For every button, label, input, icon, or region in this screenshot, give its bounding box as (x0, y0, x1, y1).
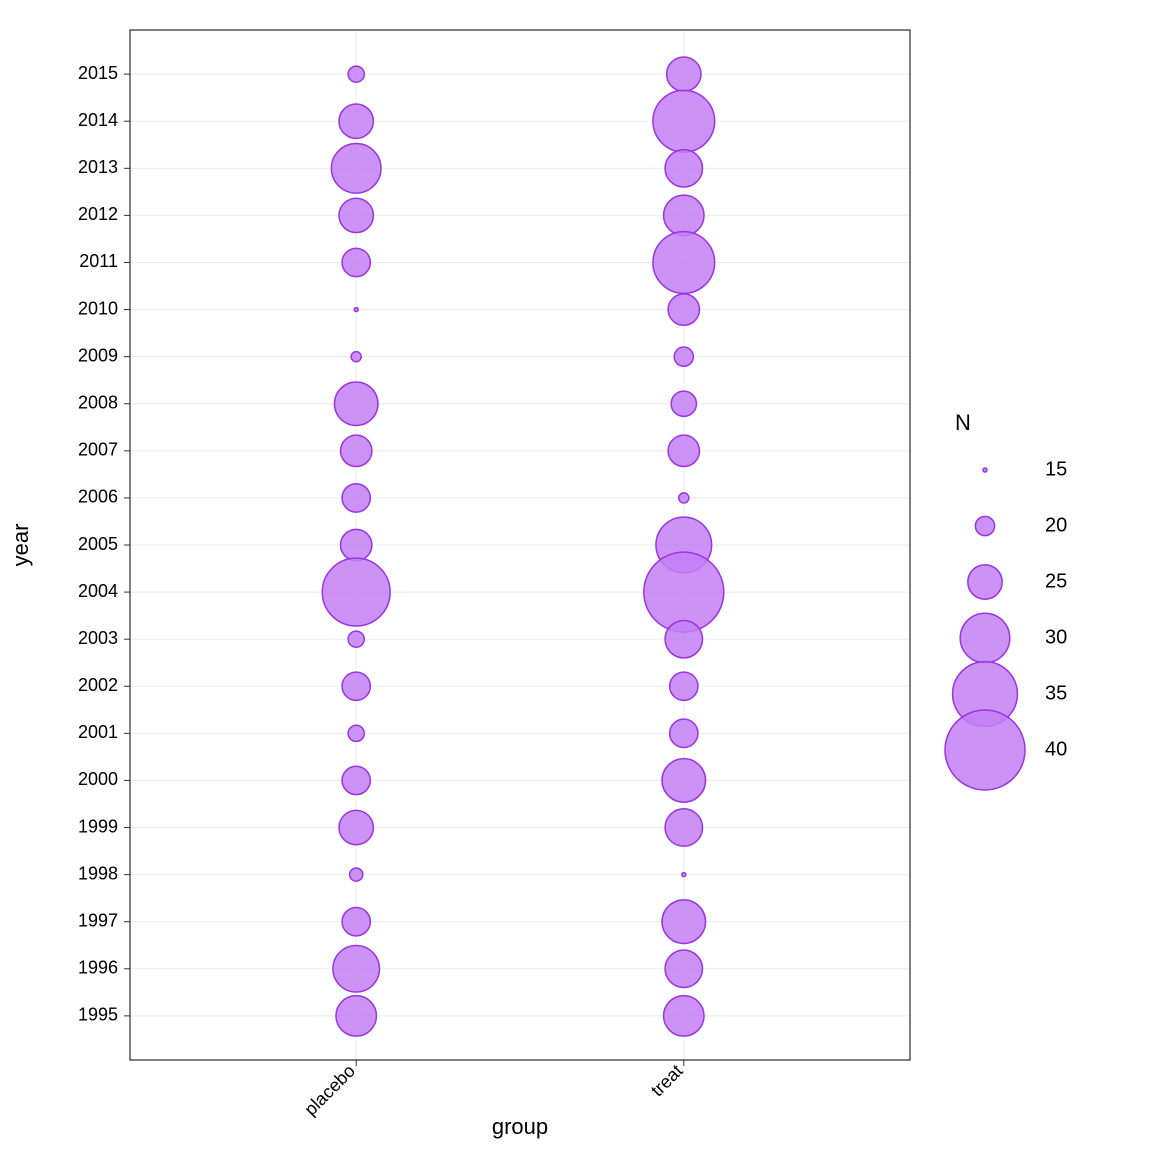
bubble (342, 484, 370, 512)
bubble (342, 248, 370, 276)
bubble (322, 558, 390, 626)
bubble (664, 195, 704, 235)
y-tick-label: 2005 (78, 534, 118, 554)
bubbles (322, 57, 724, 1036)
y-tick-label: 1995 (78, 1005, 118, 1025)
bubble (334, 382, 378, 426)
legend-symbol (975, 516, 994, 535)
legend-label: 40 (1045, 738, 1067, 760)
legend-label: 25 (1045, 570, 1067, 592)
legend-title: N (955, 410, 971, 435)
y-tick-label: 2012 (78, 204, 118, 224)
bubble (670, 719, 698, 747)
bubble (339, 810, 373, 844)
legend-symbol (960, 613, 1010, 663)
bubble (339, 198, 373, 232)
x-tick-label: placebo (300, 1061, 359, 1120)
bubble (665, 950, 702, 987)
bubble (348, 725, 364, 741)
legend-label: 20 (1045, 514, 1067, 536)
bubble (339, 104, 373, 138)
bubble (342, 766, 370, 794)
y-tick-label: 2002 (78, 675, 118, 695)
y-axis-title: year (8, 524, 33, 567)
legend-symbol (945, 710, 1025, 790)
x-ticks: placebo treat (300, 1060, 686, 1119)
bubble (354, 308, 358, 312)
bubble (679, 493, 689, 503)
legend-symbol (983, 468, 987, 472)
y-tick-label: 1997 (78, 910, 118, 930)
bubble (348, 631, 364, 647)
bubble (665, 620, 702, 657)
bubble (662, 759, 706, 803)
bubble-chart: 2015201420132012201120102009200820072006… (0, 0, 1152, 1152)
bubble (665, 809, 702, 846)
y-tick-label: 2006 (78, 487, 118, 507)
y-tick-label: 2003 (78, 628, 118, 648)
y-tick-label: 2009 (78, 345, 118, 365)
x-axis-title: group (492, 1114, 548, 1139)
bubble (348, 66, 364, 82)
bubble (341, 435, 372, 466)
bubble (342, 908, 370, 936)
bubble (331, 144, 381, 194)
legend-label: 30 (1045, 626, 1067, 648)
bubble (668, 294, 699, 325)
bubble (682, 873, 686, 877)
bubble (341, 529, 372, 560)
y-tick-label: 1998 (78, 863, 118, 883)
bubble (653, 90, 715, 152)
legend-symbol (968, 565, 1002, 599)
bubble (667, 57, 701, 91)
y-tick-label: 2010 (78, 298, 118, 318)
bubble (333, 945, 380, 992)
bubble (336, 996, 376, 1036)
bubble (662, 900, 706, 944)
bubble (665, 150, 702, 187)
legend-label: 35 (1045, 682, 1067, 704)
bubble (342, 672, 370, 700)
y-tick-label: 2011 (79, 251, 118, 271)
y-tick-label: 1999 (78, 816, 118, 836)
y-tick-label: 1996 (78, 958, 118, 978)
bubble (350, 868, 363, 881)
y-tick-label: 2008 (78, 392, 118, 412)
grid (130, 30, 910, 1060)
size-legend: N 15 20 25 30 35 40 (945, 410, 1067, 790)
y-tick-label: 2014 (78, 110, 118, 130)
bubble (351, 352, 361, 362)
bubble (670, 672, 698, 700)
bubble (668, 435, 699, 466)
bubble (664, 996, 704, 1036)
bubble (671, 391, 696, 416)
bubble (674, 347, 693, 366)
y-tick-label: 2007 (78, 440, 118, 460)
y-ticks: 2015 2014 2013 2012 2011 2010 2009 2008 2007 2006… (78, 63, 130, 1025)
bubble (653, 232, 715, 294)
y-tick-label: 2000 (78, 769, 118, 789)
x-tick-label: treat (647, 1061, 687, 1101)
y-tick-label: 2015 (78, 63, 118, 83)
y-tick-label: 2013 (78, 157, 118, 177)
y-tick-label: 2004 (78, 581, 118, 601)
y-tick-label: 2001 (78, 722, 118, 742)
legend-label: 15 (1045, 458, 1067, 480)
